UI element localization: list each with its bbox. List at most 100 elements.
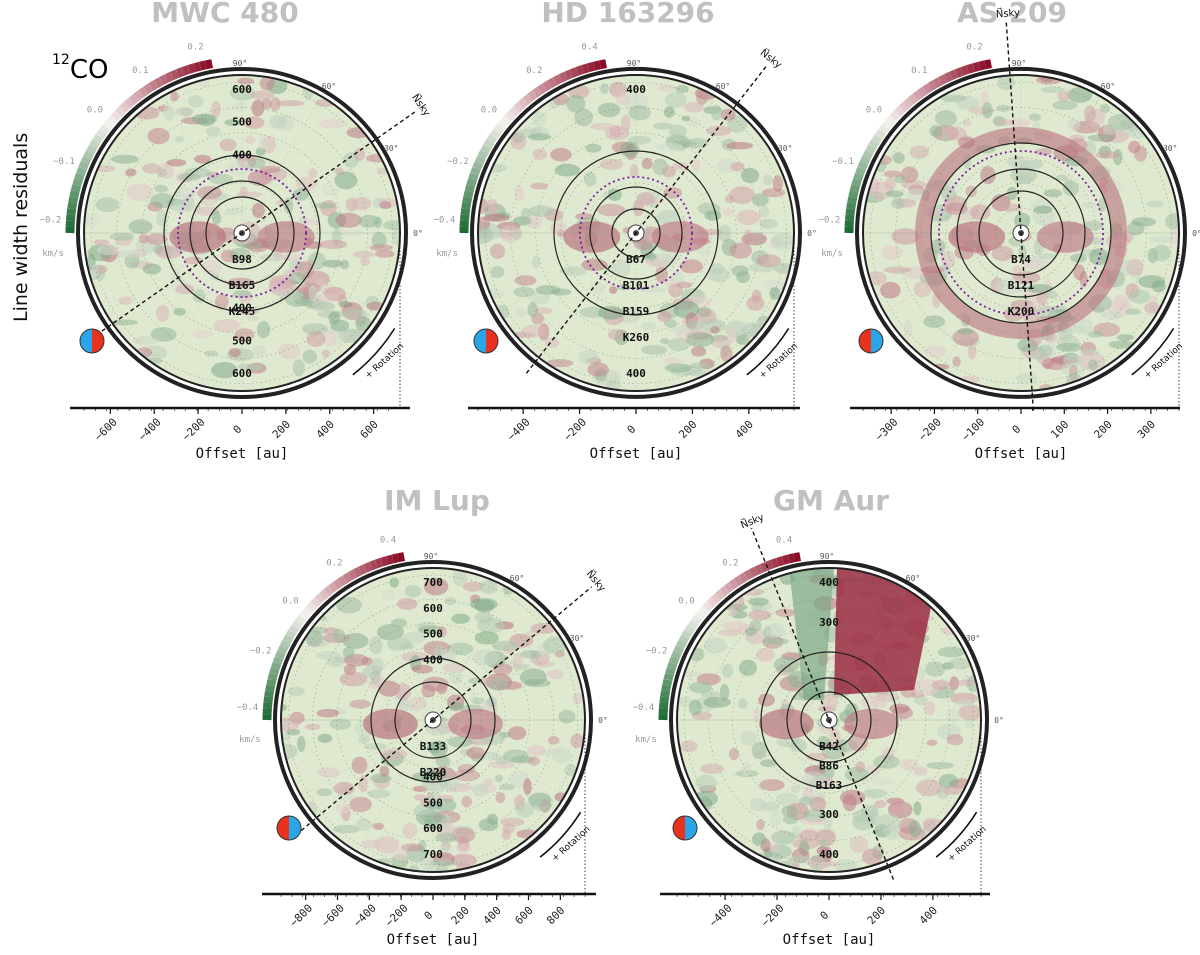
- residual-blob: [374, 836, 400, 854]
- residual-blob: [400, 642, 415, 650]
- radius-label: 600: [232, 367, 252, 380]
- colorbar-tick: 0.4: [380, 536, 396, 546]
- residual-blob: [173, 307, 186, 316]
- residual-blob: [521, 216, 532, 225]
- residual-blob: [1067, 118, 1080, 131]
- residual-blob: [769, 287, 781, 300]
- residual-blob: [489, 243, 506, 259]
- colorbar-segment: [599, 59, 607, 70]
- colorbar-segment: [153, 77, 164, 88]
- residual-blob: [361, 839, 383, 849]
- x-tick-label: 200: [449, 904, 472, 927]
- residual-blob: [379, 765, 390, 777]
- colorbar-segment: [267, 673, 278, 682]
- ring-label: K200: [1008, 305, 1035, 318]
- radius-label: 500: [423, 628, 443, 641]
- colorbar-segment: [466, 178, 477, 187]
- residual-blob: [645, 258, 669, 268]
- residual-blob: [333, 781, 355, 795]
- residual-blob: [730, 161, 745, 172]
- colorbar-segment: [106, 114, 118, 126]
- residual-blob: [1131, 217, 1156, 227]
- residual-blob: [751, 741, 768, 760]
- residual-blob: [138, 233, 149, 244]
- residual-blob: [711, 105, 723, 121]
- residual-blob: [823, 846, 833, 863]
- colorbar-segment: [917, 86, 928, 98]
- residual-blob: [419, 813, 446, 822]
- residual-blob: [455, 844, 472, 853]
- residual-blob: [597, 305, 624, 320]
- colorbar-segment: [564, 69, 574, 81]
- colorbar-segment: [728, 578, 739, 590]
- residual-blob: [479, 580, 498, 594]
- x-tick-label: 200: [1091, 418, 1114, 441]
- residual-blob: [690, 362, 711, 370]
- residual-blob: [251, 99, 265, 117]
- colorbar-segment: [859, 155, 871, 165]
- residual-blob: [495, 792, 506, 803]
- residual-blob: [685, 118, 701, 127]
- residual-blob: [722, 663, 734, 679]
- residual-blob: [981, 102, 993, 119]
- residual-blob: [513, 184, 525, 202]
- residual-blob: [865, 764, 881, 775]
- residual-blob: [809, 796, 827, 812]
- colorbar-segment: [295, 615, 306, 626]
- residual-blob: [301, 323, 328, 335]
- residual-blob: [688, 699, 702, 716]
- ring-label: B101: [623, 279, 650, 292]
- colorbar-segment: [110, 110, 122, 121]
- ring-label: B42: [819, 740, 839, 753]
- panel-title: IM Lup: [384, 484, 490, 517]
- residual-lobe: [1036, 221, 1094, 253]
- residual-blob: [1126, 258, 1144, 276]
- ring-circle: [978, 190, 1064, 276]
- residual-blob: [479, 677, 489, 685]
- colorbar-segment: [74, 172, 85, 182]
- radius-label: 500: [423, 796, 443, 809]
- marker-outline: [79, 328, 105, 354]
- grid-spoke: [301, 643, 565, 797]
- x-tick-label: 0: [422, 909, 436, 923]
- residual-blob: [154, 184, 169, 193]
- residual-blob: [929, 125, 943, 138]
- residual-blob: [1007, 118, 1031, 128]
- marker-outline: [672, 815, 698, 841]
- residual-blob: [421, 684, 436, 698]
- angle-label: 60°: [716, 82, 730, 91]
- residual-blob: [678, 670, 702, 677]
- marker-left-half: [474, 329, 486, 353]
- radius-label: 400: [819, 576, 839, 589]
- residual-blob: [883, 170, 902, 178]
- residual-blob: [342, 646, 355, 659]
- residual-blob: [696, 90, 708, 105]
- colorbar-segment: [337, 575, 348, 587]
- x-axis-label: Offset [au]: [975, 446, 1068, 462]
- colorbar-segment: [170, 69, 180, 81]
- colorbar-segment: [765, 559, 774, 571]
- residual-blob: [903, 320, 913, 339]
- colorbar-segment: [694, 610, 706, 621]
- colorbar-tick: 0.1: [132, 66, 148, 76]
- residual-blob: [528, 205, 555, 217]
- colorbar-segment: [274, 650, 286, 660]
- residual-blob: [826, 860, 839, 867]
- colorbar-segment: [291, 619, 303, 630]
- residual-blob: [980, 89, 989, 107]
- molecule-isotope: 12: [52, 52, 70, 68]
- residual-blob: [587, 362, 610, 377]
- residual-blob: [668, 124, 687, 139]
- colorbar-segment: [898, 101, 909, 113]
- residual-blob: [675, 84, 689, 94]
- residual-blob: [942, 786, 962, 795]
- colorbar-segment: [912, 90, 923, 102]
- residual-blob: [340, 259, 350, 270]
- angle-label: 60°: [510, 574, 524, 583]
- colorbar-segment: [922, 83, 933, 95]
- residual-blob: [686, 332, 715, 348]
- colorbar-tick: 0.0: [678, 596, 694, 606]
- colorbar-segment: [894, 106, 905, 117]
- residual-lobe: [759, 708, 814, 740]
- residual-blob: [964, 720, 975, 730]
